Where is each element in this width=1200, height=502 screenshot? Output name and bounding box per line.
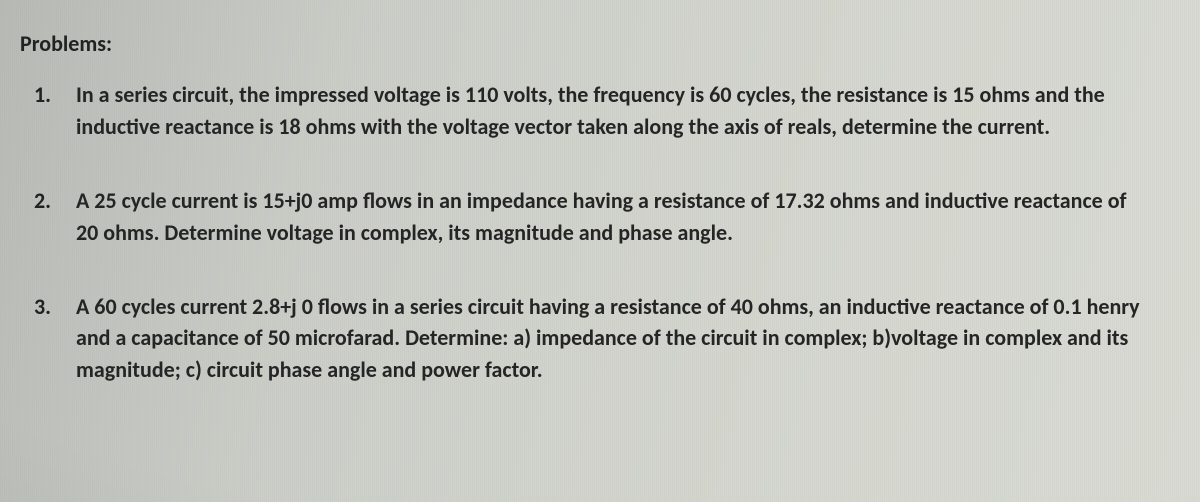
section-heading: Problems:	[20, 30, 1180, 57]
problem-item: A 60 cycles current 2.8+j 0 flows in a s…	[76, 291, 1180, 387]
page: Problems: In a series circuit, the impre…	[0, 0, 1200, 502]
problem-item: In a series circuit, the impressed volta…	[76, 79, 1180, 143]
problem-list: In a series circuit, the impressed volta…	[20, 79, 1180, 386]
problem-item: A 25 cycle current is 15+j0 amp flows in…	[76, 185, 1180, 249]
